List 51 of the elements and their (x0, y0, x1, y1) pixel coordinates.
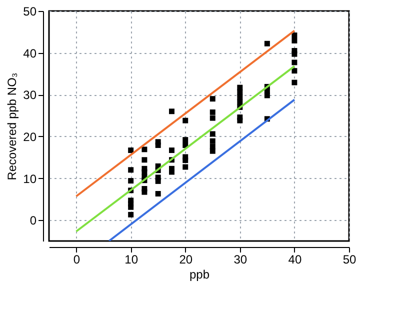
point (264, 92, 270, 98)
x-axis-title: ppb (189, 268, 210, 282)
point (182, 118, 188, 124)
point (237, 118, 243, 124)
point (292, 51, 298, 57)
point (237, 94, 243, 100)
point (292, 32, 298, 38)
point (210, 109, 216, 115)
point (210, 148, 216, 154)
point (182, 164, 188, 170)
y-tick-label: 0 (30, 214, 37, 228)
point (210, 115, 216, 121)
point (210, 96, 216, 102)
point (292, 60, 298, 66)
point (128, 212, 134, 218)
point (142, 157, 148, 163)
point (142, 189, 148, 195)
point (237, 89, 243, 95)
x-tick-label: 30 (234, 252, 248, 266)
y-tick-label: 20 (23, 130, 37, 144)
point (142, 169, 148, 175)
point (128, 148, 134, 153)
y-tick-label: 40 (23, 46, 37, 60)
point (292, 38, 298, 44)
point (210, 131, 216, 137)
point (128, 178, 134, 184)
point (210, 138, 216, 144)
x-tick-label: 50 (342, 252, 356, 266)
x-tick-label: 40 (288, 252, 302, 266)
point (128, 167, 134, 173)
point (155, 142, 161, 148)
point (168, 169, 174, 175)
point (292, 68, 298, 74)
point (168, 108, 174, 114)
y-tick-label: 50 (23, 4, 37, 18)
y-tick-label: 10 (23, 172, 37, 186)
point (182, 137, 188, 143)
x-tick-label: 0 (73, 252, 80, 266)
point (237, 99, 243, 105)
point (264, 40, 270, 46)
point (155, 191, 161, 196)
point (128, 204, 134, 210)
point (142, 146, 148, 152)
point (155, 178, 161, 184)
x-tick-label: 20 (179, 252, 193, 266)
y-tick-label: 30 (23, 88, 37, 102)
point (182, 158, 188, 164)
point (168, 148, 174, 153)
y-axis-title: Recovered ppb NO₃ (5, 72, 20, 180)
x-tick-label: 10 (124, 252, 138, 266)
point (292, 80, 298, 86)
